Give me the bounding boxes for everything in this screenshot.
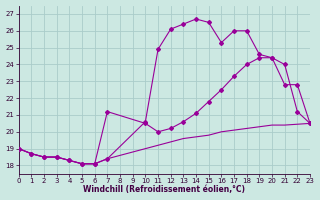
X-axis label: Windchill (Refroidissement éolien,°C): Windchill (Refroidissement éolien,°C)	[84, 185, 245, 194]
